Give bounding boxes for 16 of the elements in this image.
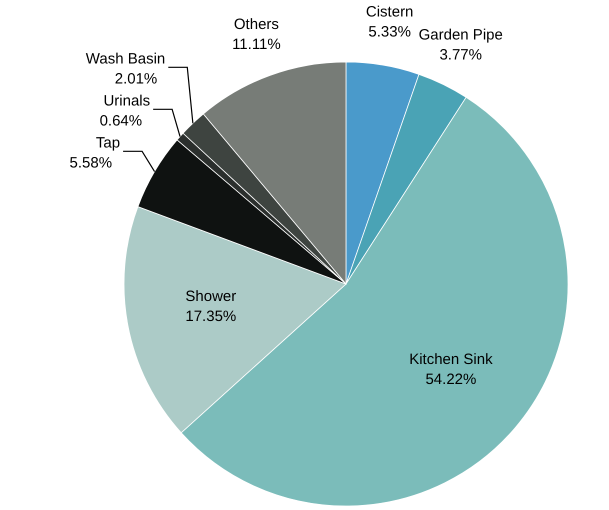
slice-label: Kitchen Sink — [409, 351, 494, 368]
slice-label: Tap — [96, 134, 120, 152]
data-label: 0.64% — [100, 112, 142, 130]
data-label: 2.01% — [114, 70, 158, 88]
data-label: 54.22% — [425, 371, 476, 388]
data-label: 17.35% — [185, 308, 236, 325]
slice-label: Garden Pipe — [418, 26, 503, 44]
data-label: 11.11% — [232, 36, 281, 53]
data-label: 3.77% — [439, 46, 482, 64]
slice-label: Urinals — [103, 92, 150, 110]
slice-label: Cistern — [366, 4, 414, 21]
slice-label: Others — [234, 16, 279, 33]
slice-label: Wash Basin — [86, 50, 166, 68]
data-label: 5.33% — [368, 24, 411, 41]
slice-label: Shower — [185, 288, 236, 305]
data-label: 5.58% — [70, 154, 112, 172]
